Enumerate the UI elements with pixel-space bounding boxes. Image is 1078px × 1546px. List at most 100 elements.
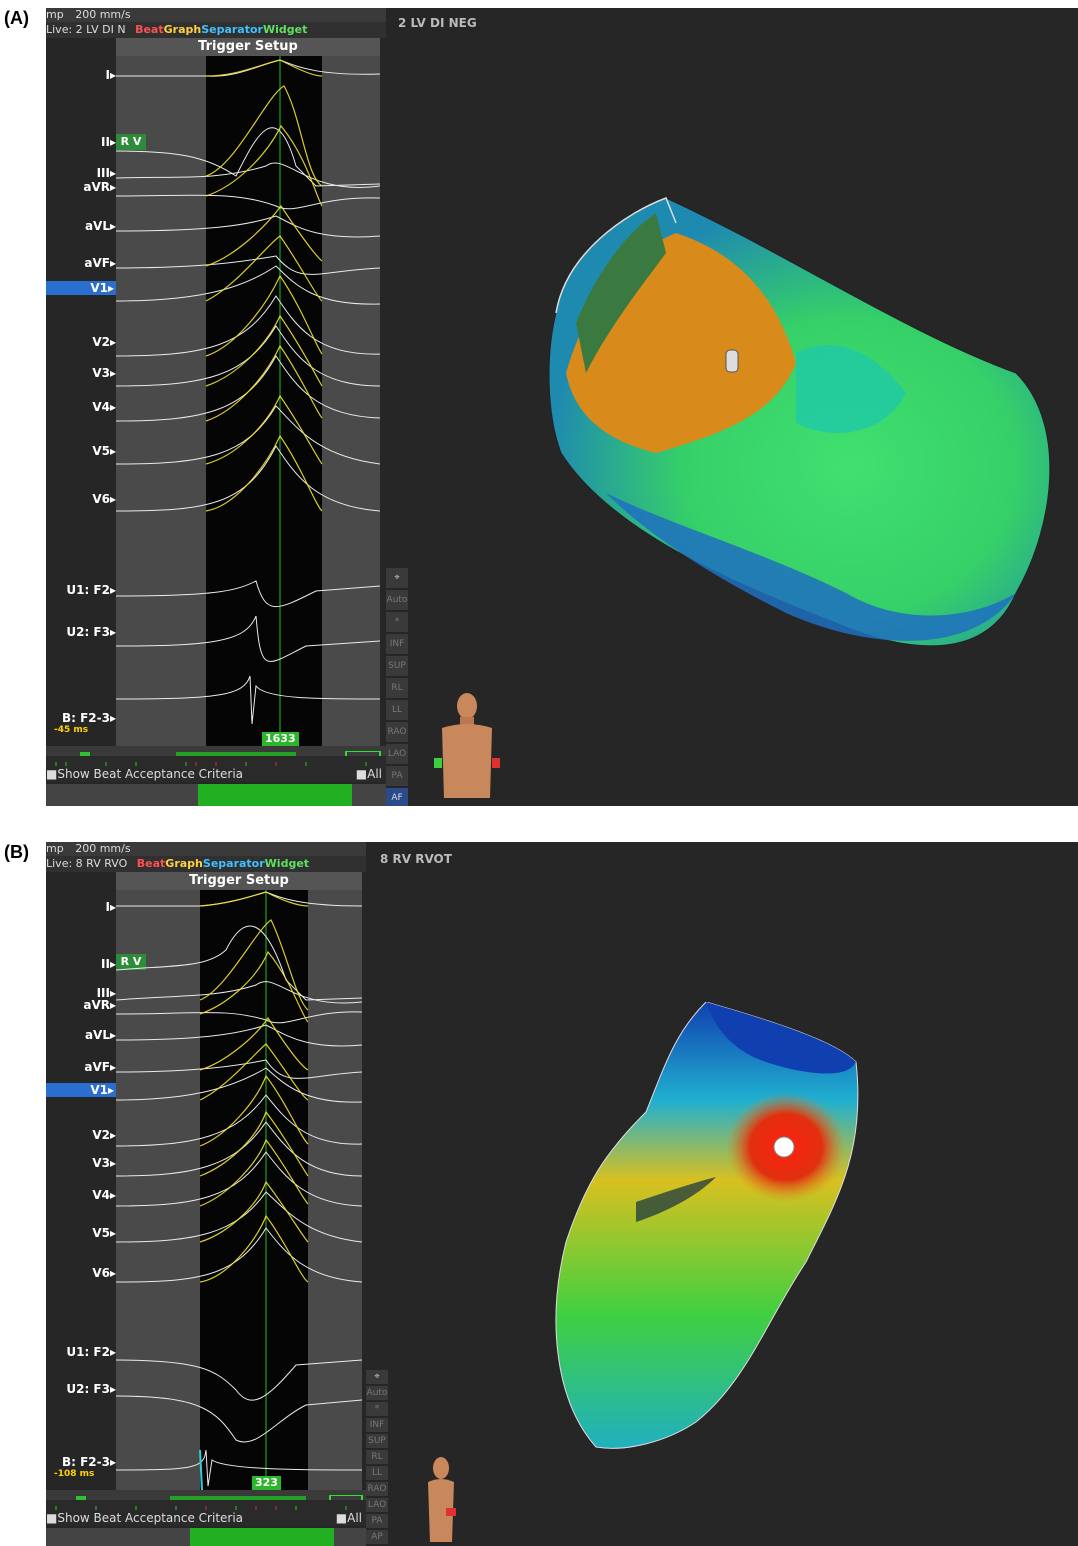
show-beat-criteria-checkbox[interactable]: ■Show Beat Acceptance Criteria ■All [46,766,386,782]
lead-u1[interactable]: U1: F2▸ [66,583,116,597]
view-ll[interactable]: LL [386,700,408,720]
ecg-tracing-area[interactable]: R V [116,56,380,746]
lead-v2[interactable]: V2▸ [92,335,116,349]
mode-dropdown[interactable]: mp [46,8,64,21]
bottom-bar [46,784,386,806]
beat-count: 1633 [262,732,299,746]
accept-button[interactable] [190,1528,334,1546]
live-code: DI N [102,23,126,36]
view-rao[interactable]: RAO [366,1482,388,1496]
view-rl[interactable]: RL [366,1450,388,1464]
trigger-setup-button[interactable]: Trigger Setup [116,38,380,56]
lead-ii[interactable]: II▸ [101,957,116,971]
accept-button[interactable] [198,784,352,806]
lead-v4[interactable]: V4▸ [92,1188,116,1202]
beat-count: 323 [252,1476,281,1490]
ecg-traces [116,890,362,1490]
live-prefix: Live: [46,857,73,870]
lead-u1[interactable]: U1: F2▸ [66,1345,116,1359]
view-auto[interactable]: Auto [386,590,408,610]
sweep-speed[interactable]: 200 mm/s [75,8,131,21]
pin-icon[interactable]: ⌖ [366,1370,388,1384]
view-af[interactable]: AF [386,788,408,806]
lead-avr[interactable]: aVR▸ [83,998,116,1012]
mode-dropdown[interactable]: mp [46,842,64,855]
view-buttons: ⌖ Auto * INF SUP RL LL RAO LAO PA AF [386,568,408,806]
lead-avl[interactable]: aVL▸ [84,219,116,233]
beat-ticks [46,1500,366,1514]
view-lao[interactable]: LAO [386,744,408,764]
body-orientation-icon[interactable] [416,1454,466,1544]
ecg-tracing-area[interactable]: R V [116,890,362,1490]
bottom-bar [46,1528,366,1546]
lead-i[interactable]: I▸ [105,900,117,914]
map-title: 8 RV RVOT [380,852,452,866]
rv-3d-map[interactable] [546,1002,876,1452]
view-rao[interactable]: RAO [386,722,408,742]
view-sup[interactable]: SUP [386,656,408,676]
lead-v2[interactable]: V2▸ [92,1128,116,1142]
live-code: RVO [104,857,128,870]
pin-icon[interactable]: ⌖ [386,568,408,588]
view-rl[interactable]: RL [386,678,408,698]
ecg-toolbar: mp 200 mm/s [46,8,386,22]
widget-title: BeatGraphSeparatorWidget [135,23,308,36]
view-auto[interactable]: Auto [366,1386,388,1400]
lead-v6[interactable]: V6▸ [92,1266,116,1280]
all-checkbox[interactable]: ■All [355,767,382,781]
all-checkbox[interactable]: ■All [335,1511,362,1525]
lv-3d-map[interactable] [546,193,1066,663]
view-inf[interactable]: INF [366,1418,388,1432]
lead-u2[interactable]: U2: F3▸ [66,625,116,639]
lead-iii[interactable]: III▸ [96,986,116,1000]
lead-avf[interactable]: aVF▸ [84,256,116,270]
view-ap[interactable]: AP [366,1530,388,1544]
analysis-window [206,56,322,746]
lead-ii[interactable]: II▸ [101,135,116,149]
panel-b-label: (B) [4,842,29,862]
beat-ticks [46,756,386,770]
view-star[interactable]: * [386,612,408,632]
beat-timeline[interactable] [46,1490,366,1506]
live-map: 8 RV [75,857,101,870]
lead-b[interactable]: B: F2-3▸ [61,711,116,725]
lead-avl[interactable]: aVL▸ [84,1028,116,1042]
lead-u2[interactable]: U2: F3▸ [66,1382,116,1396]
lead-v6[interactable]: V6▸ [92,492,116,506]
sweep-speed[interactable]: 200 mm/s [75,842,131,855]
ecg-toolbar: mp 200 mm/s [46,842,366,856]
lead-b[interactable]: B: F2-3▸ [61,1455,116,1469]
view-buttons: ⌖ Auto * INF SUP RL LL RAO LAO PA AP [366,1370,388,1546]
lead-v1-selected[interactable]: V1▸ [46,281,116,295]
lead-avr[interactable]: aVR▸ [83,180,116,194]
view-pa[interactable]: PA [386,766,408,786]
view-inf[interactable]: INF [386,634,408,654]
view-ll[interactable]: LL [366,1466,388,1480]
beat-timeline[interactable] [46,746,386,762]
lead-iii[interactable]: III▸ [96,166,116,180]
lead-labels: I▸ II▸ III▸ aVR▸ aVL▸ aVF▸ V1▸ V2▸ V3▸ V… [46,842,116,1546]
lead-v4[interactable]: V4▸ [92,400,116,414]
lead-v3[interactable]: V3▸ [92,366,116,380]
timing-ms: -108 ms [54,1469,95,1479]
live-bar: Live: 2 LV DI N BeatGraphSeparatorWidget [46,22,386,38]
map-title: 2 LV DI NEG [398,16,477,30]
panel-b: mp 200 mm/s Live: 8 RV RVO BeatGraphSepa… [46,842,1078,1546]
panel-a-label: (A) [4,8,29,28]
lead-v5[interactable]: V5▸ [92,1226,116,1240]
lead-v1-selected[interactable]: V1▸ [46,1083,116,1097]
show-beat-criteria-checkbox[interactable]: ■Show Beat Acceptance Criteria ■All [46,1510,366,1526]
view-lao[interactable]: LAO [366,1498,388,1512]
ecg-traces [116,56,380,746]
lead-i[interactable]: I▸ [105,68,117,82]
widget-title: BeatGraphSeparatorWidget [136,857,310,870]
trigger-setup-button[interactable]: Trigger Setup [116,872,362,890]
timing-ms: -45 ms [54,725,89,735]
body-orientation-icon[interactable] [432,688,502,803]
lead-v3[interactable]: V3▸ [92,1156,116,1170]
view-sup[interactable]: SUP [366,1434,388,1448]
view-star[interactable]: * [366,1402,388,1416]
lead-v5[interactable]: V5▸ [92,444,116,458]
view-pa[interactable]: PA [366,1514,388,1528]
lead-avf[interactable]: aVF▸ [84,1060,116,1074]
